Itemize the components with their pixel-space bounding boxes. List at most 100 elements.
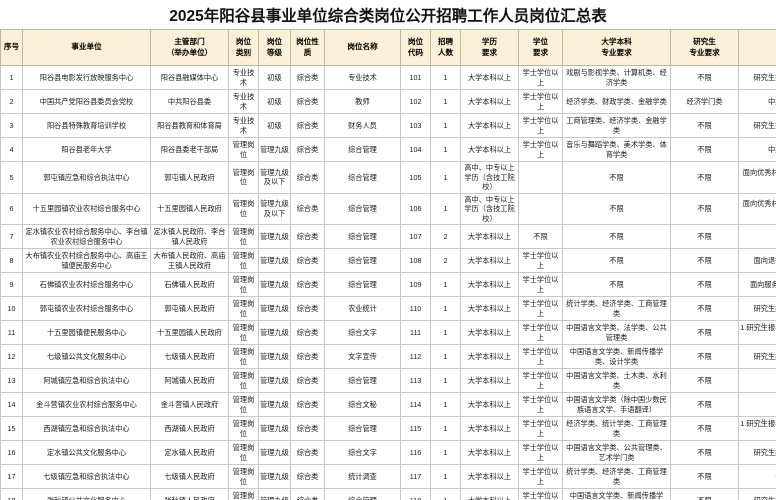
cell-post_name[interactable]: 综合管理 <box>324 368 401 393</box>
cell-post_type[interactable]: 管理岗位 <box>228 248 259 273</box>
table-row[interactable]: 18张秋镇公共文化服务中心张秋镇人民政府 管理岗位管理九级综合类综合管理1181大… <box>0 488 776 500</box>
cell-unit[interactable]: 十五里园镇便民服务中心 <box>22 320 151 345</box>
cell-post_type[interactable]: 管理岗位 <box>228 192 259 225</box>
cell-degree[interactable]: 学士学位以上 <box>518 248 563 273</box>
column-header-post_name[interactable]: 岗位名称 <box>324 29 401 66</box>
cell-education[interactable]: 大学本科以上 <box>460 272 519 297</box>
cell-major_pg[interactable]: 不限 <box>670 464 739 489</box>
table-row[interactable]: 11 十五里园镇便民服务中心 十五里园镇人民政府 管理岗位 管理九级 综合类 综合文字 111… <box>0 320 776 345</box>
table-row[interactable]: 6 十五里园镇农业农村综合服务中心 十五里园镇人民政府 管理岗位 管理九级及以下 综合类 综… <box>0 192 776 225</box>
cell-post_nature[interactable]: 综合类 <box>290 368 325 393</box>
cell-education[interactable]: 大学本科以上 <box>460 113 519 138</box>
cell-post_code[interactable]: 113 <box>400 368 431 393</box>
column-header-major_ug[interactable]: 大学本科 专业要求 <box>562 29 671 66</box>
cell-post_nature[interactable]: 综合类 <box>290 440 325 465</box>
cell-seq[interactable]: 2 <box>0 89 23 114</box>
cell-post_code[interactable]: 104 <box>400 137 431 162</box>
cell-other[interactable]: 研究生报考的，本科须为所列专业 <box>738 440 776 465</box>
cell-major_ug[interactable]: 中国语言文学类、法学类、公共管理类 <box>562 320 671 345</box>
cell-dept[interactable]: 七级镇人民政府 <box>150 344 229 369</box>
cell-dept[interactable]: 七级镇人民政府 <box>150 464 229 489</box>
cell-seq[interactable]: 15 <box>0 416 23 441</box>
cell-post_code[interactable]: 103 <box>400 113 431 138</box>
cell-post_level[interactable]: 管理九级及以下 <box>258 161 291 194</box>
cell-unit[interactable]: 七级镇公共文化服务中心 <box>22 344 151 369</box>
cell-major_pg[interactable]: 不限 <box>670 113 739 138</box>
cell-post_level[interactable]: 管理九级 <box>258 137 291 162</box>
cell-post_name[interactable]: 文字宣传 <box>324 344 401 369</box>
cell-major_ug[interactable]: 不限 <box>562 161 671 194</box>
cell-degree[interactable]: 学士学位以上 <box>518 464 563 489</box>
cell-education[interactable]: 高中、中专以上学历（含技工院校） <box>460 192 519 225</box>
cell-dept[interactable]: 阳谷县融媒体中心 <box>150 65 229 90</box>
cell-post_name[interactable]: 综合管理 <box>324 137 401 162</box>
cell-education[interactable]: 大学本科以上 <box>460 440 519 465</box>
cell-seq[interactable]: 12 <box>0 344 23 369</box>
cell-degree[interactable]: 学士学位以上 <box>518 416 563 441</box>
cell-other[interactable]: 研究生报考的，本科须为所列专业 <box>738 296 776 321</box>
cell-post_name[interactable]: 综合管理 <box>324 248 401 273</box>
cell-major_pg[interactable]: 不限 <box>670 192 739 225</box>
cell-post_name[interactable]: 综合管理 <box>324 161 401 194</box>
cell-other[interactable]: 面向服务基层项目人员（专项岗位） <box>738 272 776 297</box>
cell-degree[interactable]: 学士学位以上 <box>518 392 563 417</box>
cell-dept[interactable]: 阳谷县教育和体育局 <box>150 113 229 138</box>
cell-dept[interactable]: 郭屯镇人民政府 <box>150 296 229 321</box>
cell-post_code[interactable]: 111 <box>400 320 431 345</box>
table-row[interactable]: 9 石佛镇农业农村综合服务中心 石佛镇人民政府 管理岗位 管理九级 综合类 综合管理 109 1… <box>0 272 776 297</box>
cell-other[interactable]: 研究生报考的，本科须为所列专业 <box>738 344 776 369</box>
cell-seq[interactable]: 16 <box>0 440 23 465</box>
cell-headcount[interactable]: 1 <box>430 113 461 138</box>
cell-major_ug[interactable]: 不限 <box>562 224 671 249</box>
cell-major_pg[interactable]: 不限 <box>670 344 739 369</box>
cell-post_level[interactable]: 管理九级 <box>258 272 291 297</box>
cell-post_nature[interactable]: 综合类 <box>290 161 325 194</box>
cell-dept[interactable]: 中共阳谷县委 <box>150 89 229 114</box>
cell-unit[interactable]: 定水镇农业农村综合服务中心、李台镇农业农村综合服务中心 <box>22 224 151 249</box>
cell-post_code[interactable]: 118 <box>400 488 431 500</box>
cell-degree[interactable] <box>518 161 563 194</box>
cell-other[interactable]: 限阳谷户籍 <box>738 368 776 393</box>
cell-headcount[interactable]: 1 <box>430 344 461 369</box>
cell-post_level[interactable]: 管理九级及以下 <box>258 192 291 225</box>
cell-major_pg[interactable]: 不限 <box>670 65 739 90</box>
cell-seq[interactable]: 8 <box>0 248 23 273</box>
cell-major_ug[interactable]: 不限 <box>562 192 671 225</box>
cell-post_name[interactable]: 综合文字 <box>324 440 401 465</box>
cell-education[interactable]: 大学本科以上 <box>460 464 519 489</box>
cell-post_nature[interactable]: 综合类 <box>290 89 325 114</box>
cell-major_pg[interactable]: 不限 <box>670 392 739 417</box>
cell-education[interactable]: 大学本科以上 <box>460 89 519 114</box>
cell-unit[interactable]: 石佛镇农业农村综合服务中心 <box>22 272 151 297</box>
cell-post_level[interactable]: 管理九级 <box>258 320 291 345</box>
cell-seq[interactable]: 11 <box>0 320 23 345</box>
cell-headcount[interactable]: 1 <box>430 137 461 162</box>
cell-other[interactable]: 面向退役大学生士兵（专项岗位） <box>738 248 776 273</box>
cell-other[interactable]: 1.研究生报考的，本科须为所列专业；2.限阳谷户籍 <box>738 320 776 345</box>
cell-post_level[interactable]: 管理九级 <box>258 440 291 465</box>
cell-post_nature[interactable]: 综合类 <box>290 248 325 273</box>
cell-seq[interactable]: 18 <box>0 488 23 500</box>
cell-headcount[interactable]: 1 <box>430 161 461 194</box>
cell-post_nature[interactable]: 综合类 <box>290 272 325 297</box>
cell-headcount[interactable]: 1 <box>430 89 461 114</box>
cell-seq[interactable]: 13 <box>0 368 23 393</box>
cell-post_name[interactable]: 综合文字 <box>324 320 401 345</box>
cell-post_level[interactable]: 管理九级 <box>258 392 291 417</box>
column-header-dept[interactable]: 主管部门 （举办单位） <box>150 29 229 66</box>
cell-major_pg[interactable]: 不限 <box>670 248 739 273</box>
cell-post_nature[interactable]: 综合类 <box>290 192 325 225</box>
cell-post_code[interactable]: 106 <box>400 192 431 225</box>
cell-dept[interactable]: 十五里园镇人民政府 <box>150 192 229 225</box>
cell-post_level[interactable]: 管理九级 <box>258 488 291 500</box>
cell-degree[interactable]: 学士学位以上 <box>518 137 563 162</box>
cell-unit[interactable]: 十五里园镇农业农村综合服务中心 <box>22 192 151 225</box>
cell-post_nature[interactable]: 综合类 <box>290 296 325 321</box>
cell-post_level[interactable]: 管理九级 <box>258 416 291 441</box>
cell-major_ug[interactable]: 中国语言文学类、新闻传播学类、经济学门类、工商管理类 <box>562 488 671 500</box>
cell-headcount[interactable]: 1 <box>430 272 461 297</box>
cell-major_ug[interactable]: 音乐与舞蹈学类、美术学类、体育学类 <box>562 137 671 162</box>
cell-other[interactable]: 公众号：兴趣微部落 <box>738 464 776 489</box>
cell-post_level[interactable]: 管理九级 <box>258 368 291 393</box>
table-row[interactable]: 2 中国共产党阳谷县委员会党校 中共阳谷县委 专业技术 初级 综合类 教师 102 1 大学本科以… <box>0 89 776 114</box>
